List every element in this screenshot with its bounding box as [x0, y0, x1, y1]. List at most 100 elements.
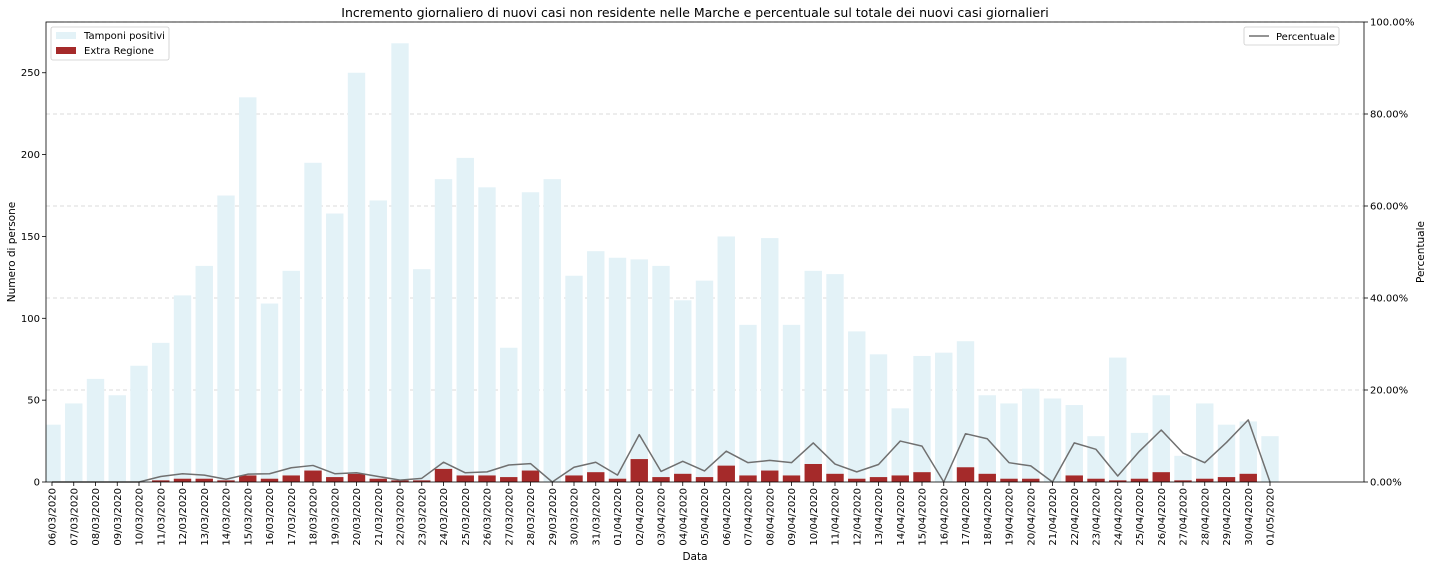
x-tick-label: 30/03/2020 — [570, 488, 581, 546]
bar-extra-regione — [695, 477, 714, 482]
bar-extra-regione — [1196, 478, 1214, 482]
bar-extra-regione — [1065, 475, 1083, 482]
x-tick-label: 07/03/2020 — [69, 488, 80, 546]
bar-extra-regione — [739, 475, 757, 482]
legend-swatch-tamponi-positivi — [56, 32, 76, 39]
bar-tamponi-positivi — [391, 43, 409, 483]
bar-tamponi-positivi — [717, 236, 735, 482]
x-tick-label: 26/04/2020 — [1157, 488, 1168, 546]
x-tick-label: 30/04/2020 — [1244, 488, 1255, 546]
x-tick-label: 18/04/2020 — [983, 488, 994, 546]
y-axis-right: 0.00% 20.00% 40.00% 60.00% 80.00% 100.00% — [1364, 18, 1415, 489]
legend-swatch-extra-regione — [56, 47, 76, 54]
y-tick-label: 100 — [21, 314, 40, 325]
y2-axis-label: Percentuale — [1415, 221, 1427, 283]
x-tick-label: 22/03/2020 — [396, 488, 407, 546]
bar-tamponi-positivi — [478, 187, 496, 482]
bar-extra-regione — [326, 477, 344, 482]
bar-extra-regione — [434, 468, 453, 482]
bar-tamponi-positivi — [46, 424, 61, 482]
bar-tamponi-positivi — [1196, 403, 1214, 482]
x-tick-label: 02/04/2020 — [635, 488, 646, 546]
x-tick-label: 11/04/2020 — [831, 488, 842, 546]
chart-title: Incremento giornaliero di nuovi casi non… — [341, 5, 1048, 20]
y2-tick-label: 0.00% — [1370, 478, 1402, 489]
bar-extra-regione — [869, 477, 888, 482]
bar-tamponi-positivi — [1130, 432, 1149, 482]
bar-tamponi-positivi — [1174, 455, 1192, 482]
bar-extra-regione — [152, 480, 170, 482]
bar-tamponi-positivi — [761, 238, 779, 482]
bar-tamponi-positivi — [152, 342, 170, 482]
x-tick-label: 22/04/2020 — [1070, 488, 1081, 546]
bar-tamponi-positivi — [1217, 424, 1236, 482]
y-axis-label: Numero di persone — [6, 202, 18, 302]
y-tick-label: 0 — [34, 478, 40, 489]
bar-tamponi-positivi — [1022, 388, 1040, 482]
y-axis-left: 0 50 100 150 200 250 — [21, 68, 46, 489]
x-tick-label: 05/04/2020 — [700, 488, 711, 546]
percentuale-line — [52, 419, 1271, 483]
bar-tamponi-positivi — [217, 195, 235, 482]
x-tick-label: 09/03/2020 — [113, 488, 124, 546]
bar-extra-regione — [173, 478, 192, 482]
bar-tamponi-positivi — [456, 157, 474, 482]
bar-extra-regione — [608, 478, 627, 482]
x-tick-label: 24/03/2020 — [439, 488, 450, 546]
bar-tamponi-positivi — [608, 257, 627, 482]
x-tick-label: 15/03/2020 — [243, 488, 254, 546]
bar-tamponi-positivi — [891, 408, 909, 482]
bar-tamponi-positivi — [1000, 403, 1018, 482]
bar-tamponi-positivi — [239, 97, 257, 482]
bar-tamponi-positivi — [369, 200, 387, 483]
bar-extra-regione — [565, 475, 583, 482]
bar-tamponi-positivi — [1239, 421, 1257, 482]
x-tick-label: 10/03/2020 — [135, 488, 146, 546]
x-tick-label: 15/04/2020 — [918, 488, 929, 546]
bar-tamponi-positivi — [804, 270, 822, 482]
x-tick-label: 17/04/2020 — [961, 488, 972, 546]
bar-tamponi-positivi — [500, 347, 518, 482]
bar-tamponi-positivi — [326, 213, 344, 482]
x-tick-label: 28/04/2020 — [1200, 488, 1211, 546]
bar-tamponi-positivi — [1109, 357, 1127, 482]
bar-extra-regione — [260, 478, 279, 482]
x-tick-label: 01/04/2020 — [613, 488, 624, 546]
y2-tick-label: 80.00% — [1370, 110, 1408, 121]
y2-tick-label: 100.00% — [1370, 18, 1415, 29]
x-tick-label: 25/03/2020 — [461, 488, 472, 546]
x-tick-label: 29/03/2020 — [548, 488, 559, 546]
x-tick-label: 20/03/2020 — [352, 488, 363, 546]
y2-tick-label: 20.00% — [1370, 386, 1408, 397]
x-tick-label: 27/03/2020 — [504, 488, 515, 546]
bar-tamponi-positivi — [347, 72, 366, 483]
bar-tamponi-positivi — [630, 259, 648, 482]
x-tick-label: 08/04/2020 — [765, 488, 776, 546]
bar-extra-regione — [456, 475, 474, 482]
bar-extra-regione — [652, 477, 670, 482]
bar-tamponi-positivi — [108, 395, 126, 482]
bar-tamponi-positivi — [65, 403, 83, 482]
bar-tamponi-positivi — [587, 251, 605, 482]
x-tick-label: 19/04/2020 — [1005, 488, 1016, 546]
bar-extra-regione — [1087, 478, 1105, 482]
plot-frame — [45, 21, 1365, 483]
x-tick-label: 06/03/2020 — [48, 488, 59, 546]
x-tick-label: 07/04/2020 — [744, 488, 755, 546]
x-tick-label: 16/03/2020 — [265, 488, 276, 546]
bar-extra-regione — [1130, 478, 1149, 482]
bar-extra-regione — [304, 470, 322, 482]
x-tick-label: 14/04/2020 — [896, 488, 907, 546]
bar-tamponi-positivi — [848, 331, 866, 482]
line-percentuale — [52, 419, 1271, 483]
bar-extra-regione — [239, 475, 257, 482]
bar-extra-regione — [391, 480, 409, 482]
bar-tamponi-positivi — [304, 162, 322, 483]
x-axis-label: Data — [682, 551, 707, 563]
x-tick-label: 23/03/2020 — [417, 488, 428, 546]
bar-extra-regione — [891, 475, 909, 482]
x-tick-label: 17/03/2020 — [287, 488, 298, 546]
bar-extra-regione — [282, 475, 300, 482]
bar-extra-regione — [521, 470, 540, 482]
bar-tamponi-positivi — [782, 324, 801, 482]
